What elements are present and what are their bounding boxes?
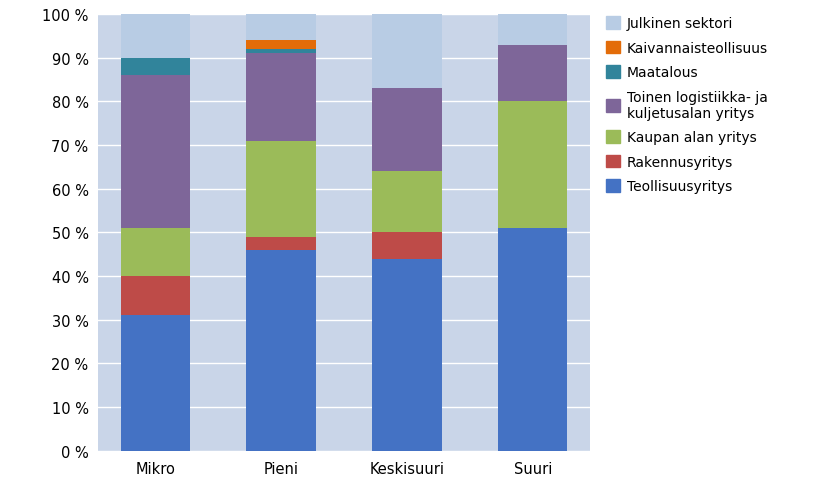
Bar xyxy=(120,277,190,316)
Bar xyxy=(373,233,441,259)
Bar xyxy=(247,237,315,250)
Bar xyxy=(373,15,441,89)
Bar xyxy=(247,50,315,54)
Bar xyxy=(498,102,568,228)
Bar xyxy=(373,259,441,451)
Bar xyxy=(247,54,315,141)
Bar xyxy=(373,89,441,172)
Bar xyxy=(498,15,568,46)
Bar xyxy=(120,59,190,76)
Bar xyxy=(498,228,568,451)
Bar xyxy=(498,46,568,102)
Bar xyxy=(120,316,190,451)
Bar xyxy=(247,141,315,237)
Bar xyxy=(247,11,315,41)
Bar xyxy=(120,76,190,228)
Legend: Julkinen sektori, Kaivannaisteollisuus, Maatalous, Toinen logistiikka- ja
kuljet: Julkinen sektori, Kaivannaisteollisuus, … xyxy=(601,13,771,198)
Bar xyxy=(120,15,190,59)
Bar xyxy=(373,172,441,233)
Bar xyxy=(120,228,190,277)
Bar xyxy=(247,41,315,50)
Bar xyxy=(247,250,315,451)
